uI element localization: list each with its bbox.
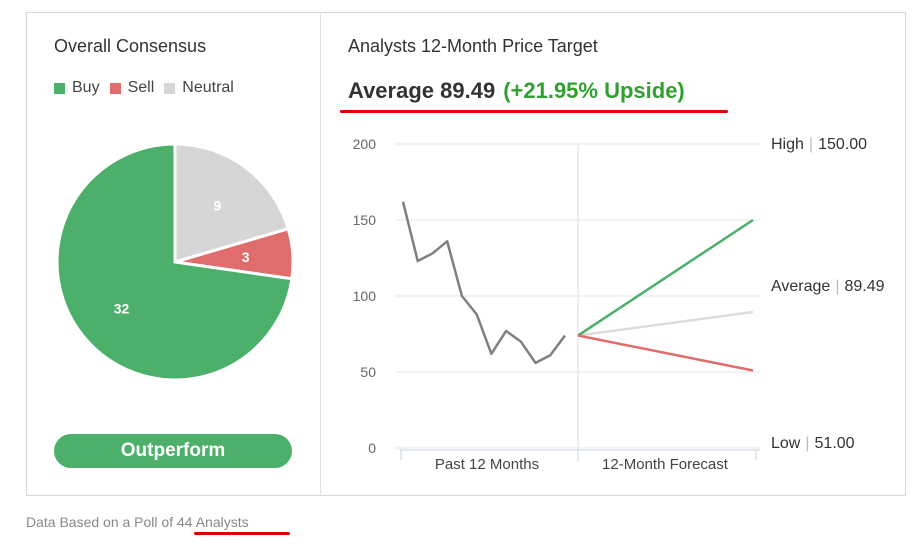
legend-label-neutral: Neutral	[182, 79, 234, 96]
average-target-heading: Average 89.49 (+21.95% Upside)	[348, 78, 685, 104]
average-side-value: 89.49	[844, 278, 885, 295]
forecast-average-line	[577, 310, 754, 337]
legend-swatch-sell	[109, 82, 121, 94]
pie-slice-neutral[interactable]	[173, 142, 291, 265]
analysts-link[interactable]: 44 Analysts	[177, 514, 249, 530]
analysts-underline-annotation	[194, 532, 290, 535]
average-target-value: Average 89.49	[348, 78, 496, 103]
high-value: 150.00	[818, 136, 867, 153]
low-target-label: Low | 51.00	[771, 435, 855, 452]
y-tick-label-150: 150	[353, 212, 377, 228]
high-label: High	[771, 136, 804, 153]
legend-label-buy: Buy	[72, 79, 100, 96]
consensus-title: Overall Consensus	[54, 36, 207, 56]
consensus-rating-button[interactable]: Outperform	[54, 434, 292, 468]
price-target-title: Analysts 12-Month Price Target	[348, 36, 598, 56]
panel-divider	[320, 12, 321, 496]
legend-item-neutral[interactable]: Neutral	[164, 79, 234, 97]
high-target-label: High | 150.00	[771, 136, 867, 153]
average-side-label: Average	[771, 278, 831, 295]
y-tick-label-0: 0	[368, 440, 376, 456]
consensus-card	[26, 12, 906, 496]
average-target-label: Average | 89.49	[771, 278, 885, 295]
low-label: Low	[771, 435, 801, 452]
legend-swatch-buy	[54, 82, 65, 94]
y-tick-label-50: 50	[360, 364, 376, 380]
y-tick-label-100: 100	[353, 288, 377, 304]
price-history-line	[401, 201, 567, 365]
legend-item-buy[interactable]: Buy	[54, 79, 100, 97]
y-tick-label-200: 200	[353, 136, 377, 152]
average-underline-annotation	[340, 110, 728, 113]
pie-legend: Buy Sell Neutral	[54, 79, 244, 97]
legend-item-sell[interactable]: Sell	[109, 79, 155, 97]
footer-prefix: Data Based on a Poll of	[26, 514, 177, 530]
x-label-past: Past 12 Months	[435, 456, 539, 473]
low-value: 51.00	[814, 435, 855, 452]
x-label-forecast: 12-Month Forecast	[602, 456, 729, 473]
pie-label-buy: 32	[114, 300, 130, 316]
upside-percent: (+21.95% Upside)	[503, 78, 685, 103]
legend-swatch-neutral	[164, 82, 176, 94]
pie-label-neutral: 9	[214, 197, 222, 213]
pie-label-sell: 3	[242, 249, 250, 265]
forecast-high-line	[577, 218, 754, 337]
pie-slice-buy[interactable]	[55, 142, 294, 382]
legend-label-sell: Sell	[127, 79, 155, 96]
forecast-low-line	[577, 334, 754, 372]
footer-note: Data Based on a Poll of 44 Analysts	[26, 514, 249, 530]
